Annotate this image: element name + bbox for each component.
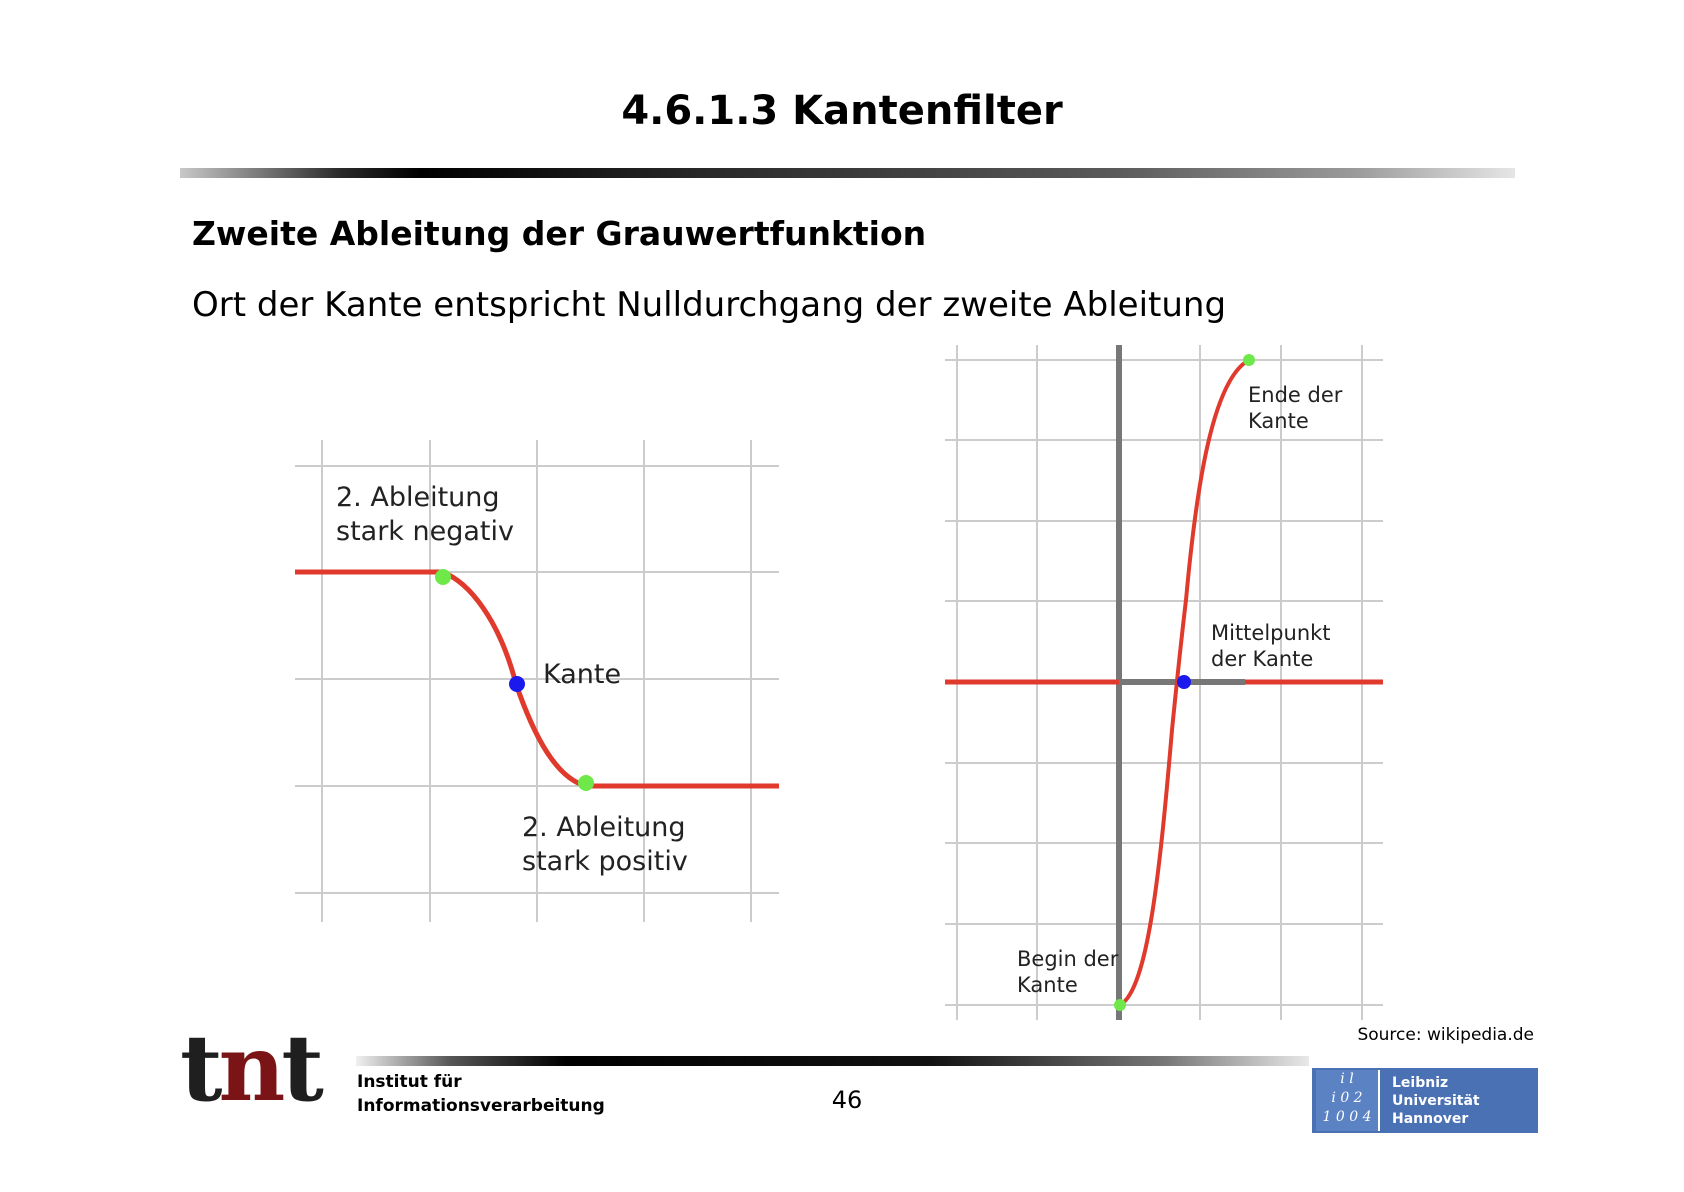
label-positive-line2: stark positiv (522, 846, 688, 877)
left-figure: 2. Ableitung stark negativ Kante 2. Able… (295, 440, 779, 922)
left-edge-point (509, 676, 525, 692)
luh-line3: Hannover (1392, 1111, 1469, 1127)
luh-symbol: i l i 0 2 1 0 0 4 (1316, 1070, 1380, 1131)
footer-divider (356, 1056, 1309, 1066)
label-mid-line1: Mittelpunkt (1211, 621, 1331, 645)
tnt-logo: tnt (180, 1022, 324, 1114)
section-heading: Zweite Ableitung der Grauwertfunktion (192, 214, 927, 253)
luh-logo: i l i 0 2 1 0 0 4 Leibniz Universität Ha… (1312, 1068, 1538, 1133)
institute-line2: Informationsverarbeitung (357, 1096, 605, 1116)
label-begin-line2: Kante (1017, 973, 1078, 997)
source-credit: Source: wikipedia.de (1357, 1025, 1534, 1045)
second-derivative-curve (1118, 358, 1251, 1007)
luh-wordmark: Leibniz Universität Hannover (1392, 1074, 1480, 1128)
label-end-line2: Kante (1248, 409, 1309, 433)
label-end-line1: Ende der (1248, 383, 1343, 407)
section-subtext: Ort der Kante entspricht Nulldurchgang d… (192, 285, 1227, 325)
luh-line1: Leibniz (1392, 1075, 1449, 1091)
label-positive-line1: 2. Ableitung (522, 812, 686, 843)
begin-of-edge-point (1114, 999, 1126, 1011)
end-of-edge-point (1243, 354, 1255, 366)
left-end-point (578, 775, 594, 791)
edge-midpoint (1177, 675, 1191, 689)
label-mid-line2: der Kante (1211, 647, 1313, 671)
luh-symbol-line1: i l (1340, 1071, 1354, 1087)
label-negative-line2: stark negativ (336, 516, 514, 547)
tnt-logo-t2: t (281, 1014, 323, 1122)
luh-symbol-line3: 1 0 0 4 (1322, 1109, 1372, 1125)
luh-symbol-line2: i 0 2 (1331, 1090, 1363, 1106)
institute-name: Institut für Informationsverarbeitung (357, 1070, 605, 1118)
left-start-point (435, 569, 451, 585)
slide-title: 4.6.1.3 Kantenfilter (621, 88, 1063, 134)
tnt-logo-t1: t (180, 1014, 222, 1122)
institute-line1: Institut für (357, 1072, 462, 1092)
label-edge: Kante (543, 659, 621, 690)
label-negative-line1: 2. Ableitung (336, 482, 500, 513)
title-divider (180, 168, 1515, 178)
luh-line2: Universität (1392, 1093, 1480, 1109)
page-number: 46 (831, 1086, 863, 1114)
tnt-logo-n: n (218, 1014, 286, 1122)
right-figure: Ende der Kante Mittelpunkt der Kante Beg… (945, 345, 1383, 1020)
label-begin-line1: Begin der (1017, 947, 1119, 971)
